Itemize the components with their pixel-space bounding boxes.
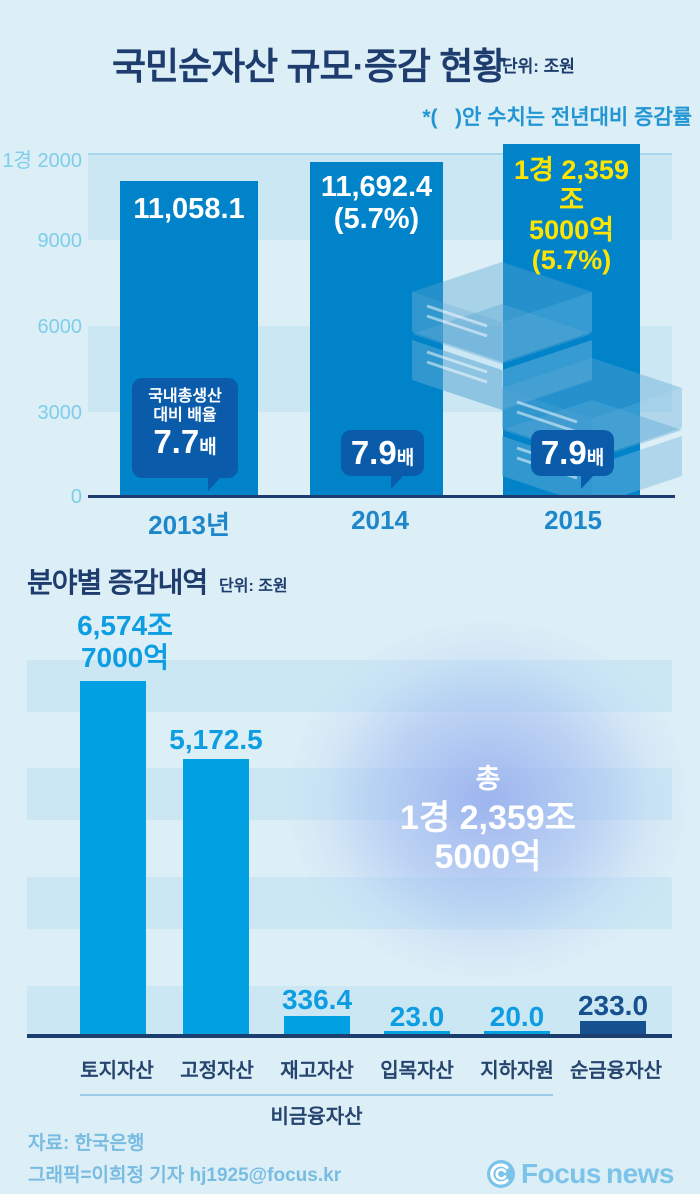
bar-value-label2: 5000억 (529, 215, 614, 245)
y-tick: 6000 (37, 316, 83, 338)
total-value-line1: 1경 2,359조 (400, 799, 576, 837)
focus-news-logo: Focus news (486, 1158, 675, 1190)
bar-change-label: (5.7%) (333, 203, 420, 235)
bar-net-financial-assets (580, 1021, 646, 1034)
badge-caption: 국내총생산 (148, 388, 222, 405)
bar-fixed-assets (183, 759, 249, 1034)
category-label: 고정자산 (180, 1060, 254, 1082)
y-tick: 0 (70, 486, 82, 508)
page-title: 국민순자산 규모·증감 현황 (112, 46, 506, 87)
bar-subsoil-resources (484, 1031, 550, 1034)
category-label: 토지자산 (80, 1060, 154, 1082)
category-label: 지하자원 (480, 1060, 554, 1082)
logo-word-focus: Focus (521, 1158, 601, 1189)
bar-value-label: 11,058.1 (133, 193, 245, 225)
unit-label: 단위: 조원 (502, 57, 575, 76)
total-label: 총 (475, 764, 501, 794)
badge-tail (581, 474, 595, 489)
total-glow-bubble (288, 620, 688, 980)
bar-change-label: (5.7%) (531, 245, 612, 275)
gdp-ratio-badge-2013: 국내총생산 대비 배율 7.7배 (132, 378, 238, 491)
value-label-netfinancial: 233.0 (577, 990, 649, 1021)
bar-inventory-assets (284, 1016, 350, 1034)
section-title: 분야별 증감내역 (27, 567, 208, 598)
total-value-line2: 5000억 (434, 838, 542, 876)
value-label-fixed: 5,172.5 (169, 724, 263, 755)
y-tick: 1경 2000 (2, 150, 82, 172)
badge-ratio: 7.9배 (540, 434, 605, 471)
category-label: 입목자산 (380, 1060, 454, 1082)
value-label-standing: 23.0 (389, 1001, 445, 1032)
x-label-2014: 2014 (351, 505, 409, 535)
data-source: 자료: 한국은행 (28, 1133, 145, 1154)
value-label-subsoil: 20.0 (489, 1001, 545, 1032)
value-label-land: 6,574조 7000억 (77, 610, 173, 673)
gdp-ratio-badge-2015: 7.9배 (531, 430, 614, 489)
y-tick: 3000 (37, 402, 83, 424)
category-label: 재고자산 (280, 1060, 354, 1082)
nonfinancial-group-label: 비금융자산 (270, 1106, 363, 1128)
section-unit: 단위: 조원 (219, 578, 288, 595)
x-label-2015: 2015 (544, 505, 602, 535)
bar-value-label: 11,692.4 (320, 171, 433, 203)
category-label: 순금융자산 (570, 1060, 662, 1082)
bar-value-label: 1경 2,359조 (514, 155, 629, 215)
y-tick: 9000 (37, 230, 83, 252)
footnote: *( )안 수치는 전년대비 증감률 (422, 106, 692, 129)
bar-land-assets (80, 681, 146, 1034)
focus-news-logo-icon (487, 1160, 515, 1188)
bar-standing-timber (384, 1031, 450, 1034)
badge-ratio: 7.7배 (153, 423, 217, 460)
logo-word-news: news (605, 1158, 675, 1189)
x-axis (88, 495, 675, 498)
badge-ratio: 7.9배 (350, 434, 415, 471)
value-label-inventory: 336.4 (281, 984, 353, 1015)
x-label-2013: 2013년 (148, 510, 230, 540)
badge-tail (208, 476, 222, 491)
x-axis (27, 1034, 672, 1038)
badge-caption: 대비 배율 (153, 407, 217, 424)
gdp-ratio-badge-2014: 7.9배 (341, 430, 424, 489)
graphic-credit: 그래픽=이희정 기자 hj1925@focus.kr (28, 1165, 342, 1186)
top-gridline (88, 153, 672, 155)
nonfinancial-group-line (80, 1094, 553, 1096)
badge-tail (391, 474, 405, 489)
